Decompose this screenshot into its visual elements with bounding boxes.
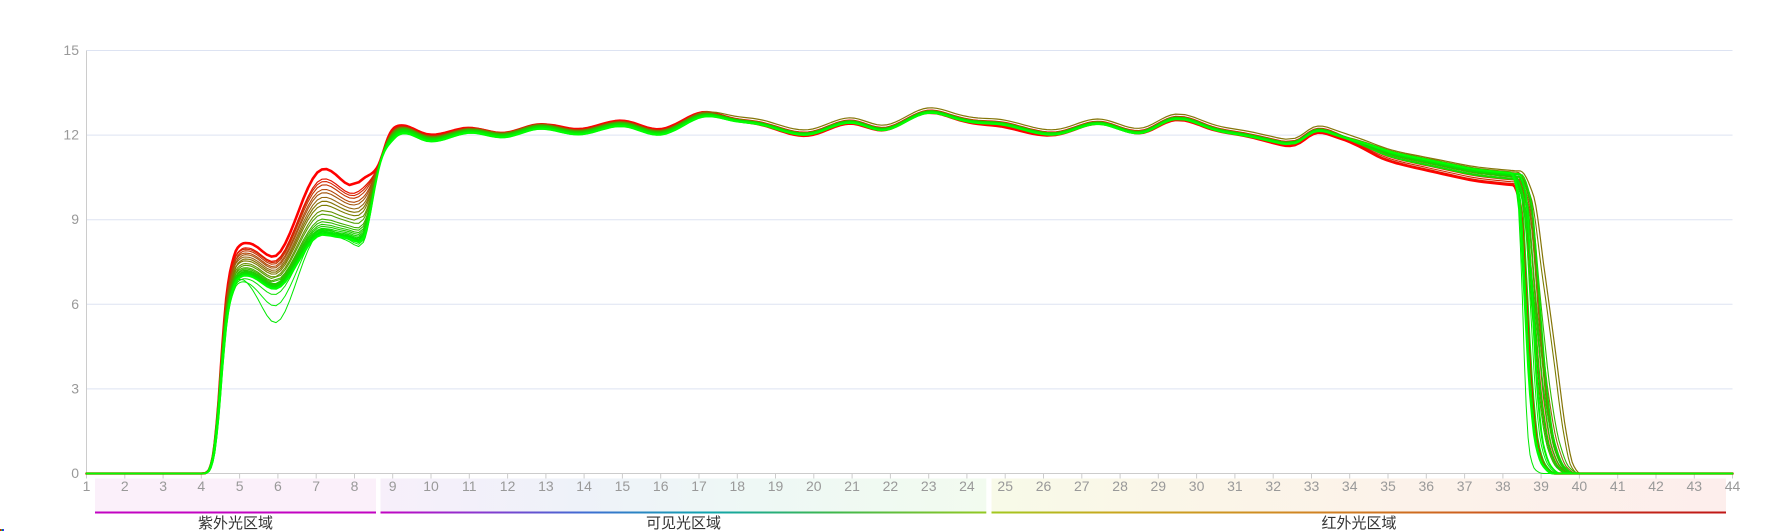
svg-text:4: 4 bbox=[197, 478, 205, 494]
svg-text:30: 30 bbox=[1189, 478, 1205, 494]
svg-text:0: 0 bbox=[71, 465, 79, 481]
svg-text:38: 38 bbox=[1495, 478, 1511, 494]
svg-text:紫外光区域: 紫外光区域 bbox=[198, 515, 273, 531]
svg-text:36: 36 bbox=[1419, 478, 1435, 494]
svg-text:2: 2 bbox=[121, 478, 129, 494]
svg-text:22: 22 bbox=[883, 478, 899, 494]
svg-text:32: 32 bbox=[1265, 478, 1281, 494]
svg-text:27: 27 bbox=[1074, 478, 1090, 494]
svg-text:15: 15 bbox=[615, 478, 631, 494]
svg-text:33: 33 bbox=[1304, 478, 1320, 494]
svg-text:18: 18 bbox=[730, 478, 746, 494]
svg-text:15: 15 bbox=[63, 42, 79, 58]
svg-text:43: 43 bbox=[1687, 478, 1703, 494]
svg-text:9: 9 bbox=[389, 478, 397, 494]
svg-text:13: 13 bbox=[538, 478, 554, 494]
svg-text:34: 34 bbox=[1342, 478, 1358, 494]
svg-text:29: 29 bbox=[1151, 478, 1167, 494]
svg-text:1: 1 bbox=[83, 478, 91, 494]
svg-text:23: 23 bbox=[921, 478, 937, 494]
svg-text:红外光区域: 红外光区域 bbox=[1321, 515, 1396, 531]
svg-text:26: 26 bbox=[1036, 478, 1052, 494]
svg-text:可见光区域: 可见光区域 bbox=[646, 515, 721, 531]
svg-text:8: 8 bbox=[351, 478, 359, 494]
svg-text:25: 25 bbox=[997, 478, 1013, 494]
svg-text:17: 17 bbox=[691, 478, 707, 494]
svg-text:42: 42 bbox=[1648, 478, 1664, 494]
svg-text:7: 7 bbox=[312, 478, 320, 494]
svg-text:35: 35 bbox=[1380, 478, 1396, 494]
svg-text:39: 39 bbox=[1533, 478, 1549, 494]
svg-text:31: 31 bbox=[1227, 478, 1243, 494]
svg-text:10: 10 bbox=[423, 478, 439, 494]
svg-text:3: 3 bbox=[159, 478, 167, 494]
svg-text:20: 20 bbox=[806, 478, 822, 494]
svg-text:28: 28 bbox=[1112, 478, 1128, 494]
svg-text:37: 37 bbox=[1457, 478, 1473, 494]
svg-text:3: 3 bbox=[71, 380, 79, 396]
svg-text:21: 21 bbox=[844, 478, 860, 494]
svg-text:11: 11 bbox=[462, 478, 477, 494]
svg-text:19: 19 bbox=[768, 478, 784, 494]
svg-text:16: 16 bbox=[653, 478, 669, 494]
svg-text:40: 40 bbox=[1572, 478, 1588, 494]
svg-text:12: 12 bbox=[500, 478, 516, 494]
svg-text:24: 24 bbox=[959, 478, 975, 494]
svg-text:12: 12 bbox=[63, 127, 79, 143]
svg-text:5: 5 bbox=[236, 478, 244, 494]
svg-text:41: 41 bbox=[1610, 478, 1626, 494]
svg-text:14: 14 bbox=[576, 478, 592, 494]
svg-text:6: 6 bbox=[274, 478, 282, 494]
svg-text:9: 9 bbox=[71, 211, 79, 227]
svg-text:44: 44 bbox=[1725, 478, 1741, 494]
svg-text:6: 6 bbox=[71, 296, 79, 312]
